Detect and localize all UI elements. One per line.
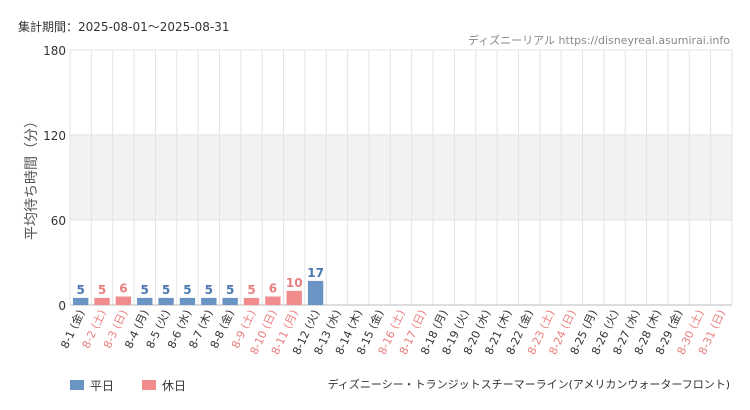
y-tick-label: 180 [43,44,66,58]
y-axis-title: 平均待ち時間（分） [24,114,40,240]
legend-label-weekday: 平日 [90,379,114,393]
bar [72,297,89,305]
data-label: 5 [247,283,255,297]
bar [115,296,132,305]
attraction-name: ディズニーシー・トランジットスチーマーライン(アメリカンウォーターフロント) [328,377,730,391]
bar [243,297,260,305]
source-label[interactable]: ディズニーリアル https://disneyreal.asumirai.inf… [468,33,730,47]
data-label: 5 [162,283,170,297]
bar [286,290,302,305]
data-label: 5 [98,283,106,297]
data-label: 10 [286,276,303,290]
data-label: 6 [269,282,277,296]
y-tick-label: 0 [58,299,66,313]
bar [222,297,238,305]
bar [158,297,174,305]
grid-band [70,135,732,220]
data-label: 5 [76,283,84,297]
data-label: 5 [183,283,191,297]
bar [179,297,196,305]
legend-swatch-holiday [142,380,156,390]
legend-swatch-weekday [70,380,84,390]
data-label: 6 [119,282,127,296]
data-label: 5 [141,283,149,297]
bar [94,297,110,305]
data-label: 17 [307,266,324,280]
data-label: 5 [205,283,213,297]
period-label: 集計期間：2025-08-01〜2025-08-31 [18,19,229,34]
bar [307,280,324,305]
bar [137,297,153,305]
data-label: 5 [226,283,234,297]
bar [265,296,281,305]
y-tick-label: 60 [51,214,66,228]
legend-label-holiday: 休日 [162,379,186,393]
legend: 平日 休日 [70,379,186,393]
y-tick-label: 120 [43,129,66,143]
bar [201,297,217,305]
